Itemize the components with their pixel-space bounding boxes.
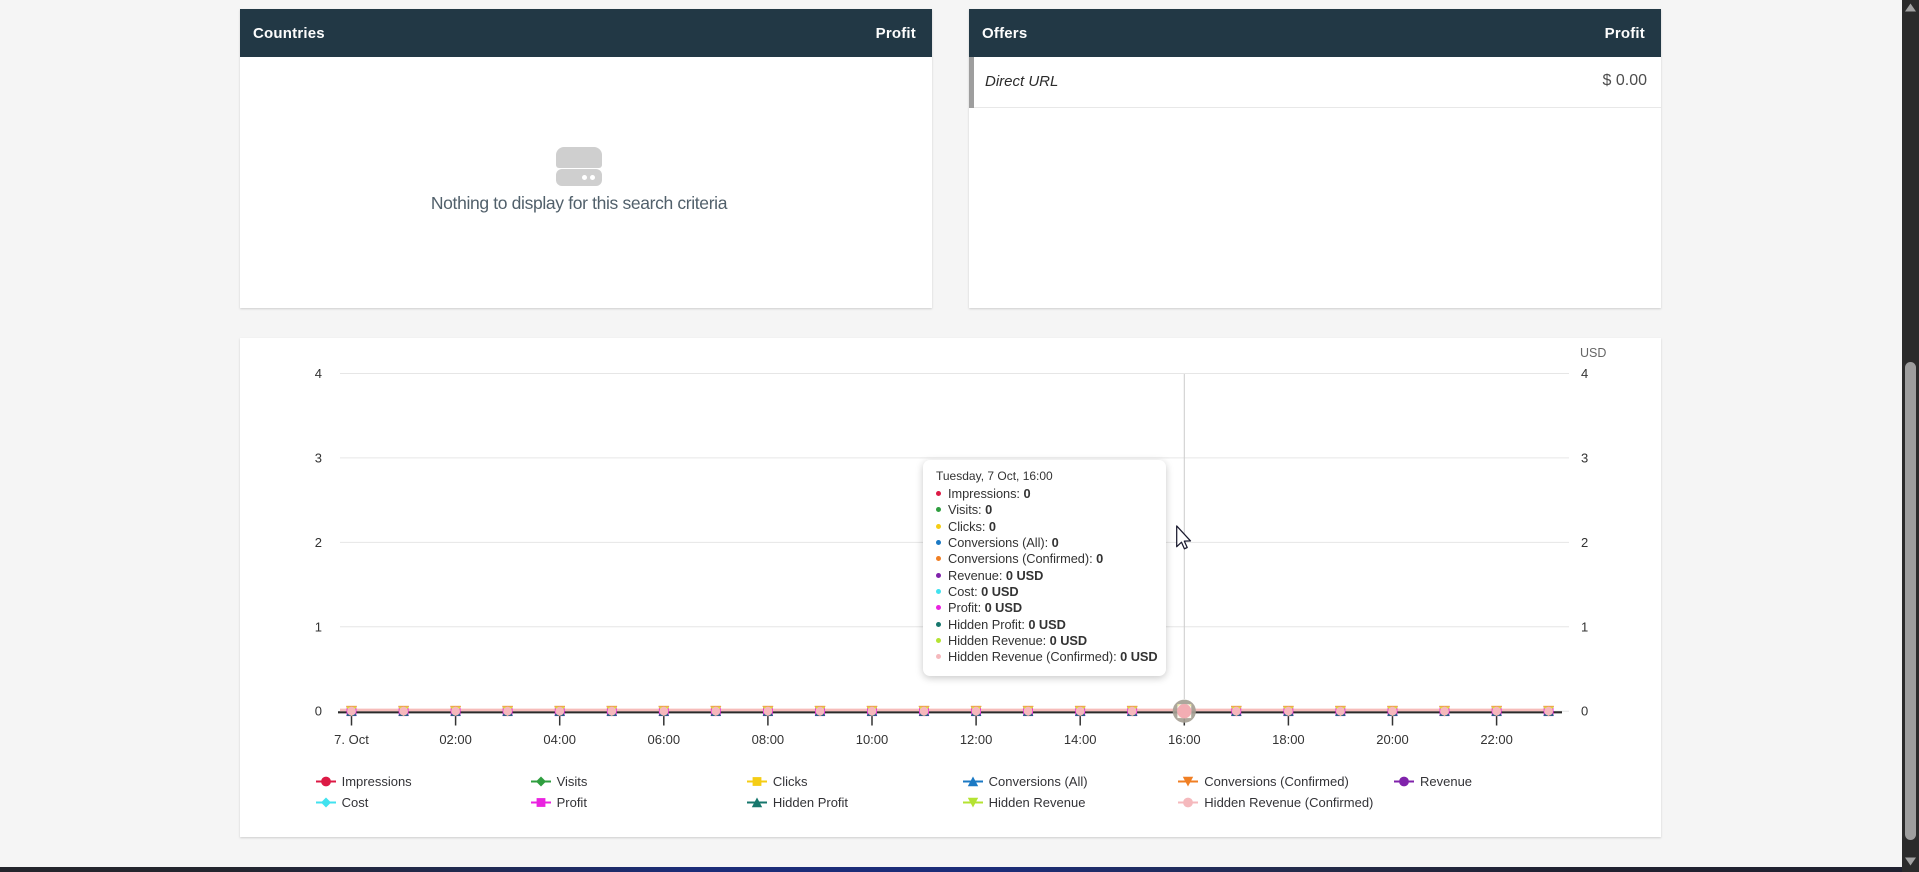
svg-text:4: 4	[315, 366, 322, 381]
svg-text:3: 3	[315, 450, 322, 465]
svg-text:04:00: 04:00	[543, 732, 576, 747]
svg-text:1: 1	[1581, 619, 1588, 634]
svg-text:0: 0	[1581, 704, 1588, 719]
svg-text:1: 1	[315, 619, 322, 634]
svg-text:22:00: 22:00	[1480, 732, 1513, 747]
svg-text:06:00: 06:00	[648, 732, 681, 747]
svg-text:20:00: 20:00	[1376, 732, 1409, 747]
svg-text:0: 0	[315, 704, 322, 719]
svg-text:2: 2	[1581, 535, 1588, 550]
svg-text:18:00: 18:00	[1272, 732, 1305, 747]
svg-text:12:00: 12:00	[960, 732, 993, 747]
svg-text:10:00: 10:00	[856, 732, 889, 747]
svg-text:7. Oct: 7. Oct	[334, 732, 369, 747]
svg-text:08:00: 08:00	[752, 732, 785, 747]
svg-text:2: 2	[315, 535, 322, 550]
svg-text:4: 4	[1581, 366, 1588, 381]
svg-text:14:00: 14:00	[1064, 732, 1097, 747]
svg-text:3: 3	[1581, 450, 1588, 465]
svg-text:02:00: 02:00	[439, 732, 472, 747]
svg-text:16:00: 16:00	[1168, 732, 1201, 747]
svg-text:USD: USD	[1580, 346, 1606, 360]
